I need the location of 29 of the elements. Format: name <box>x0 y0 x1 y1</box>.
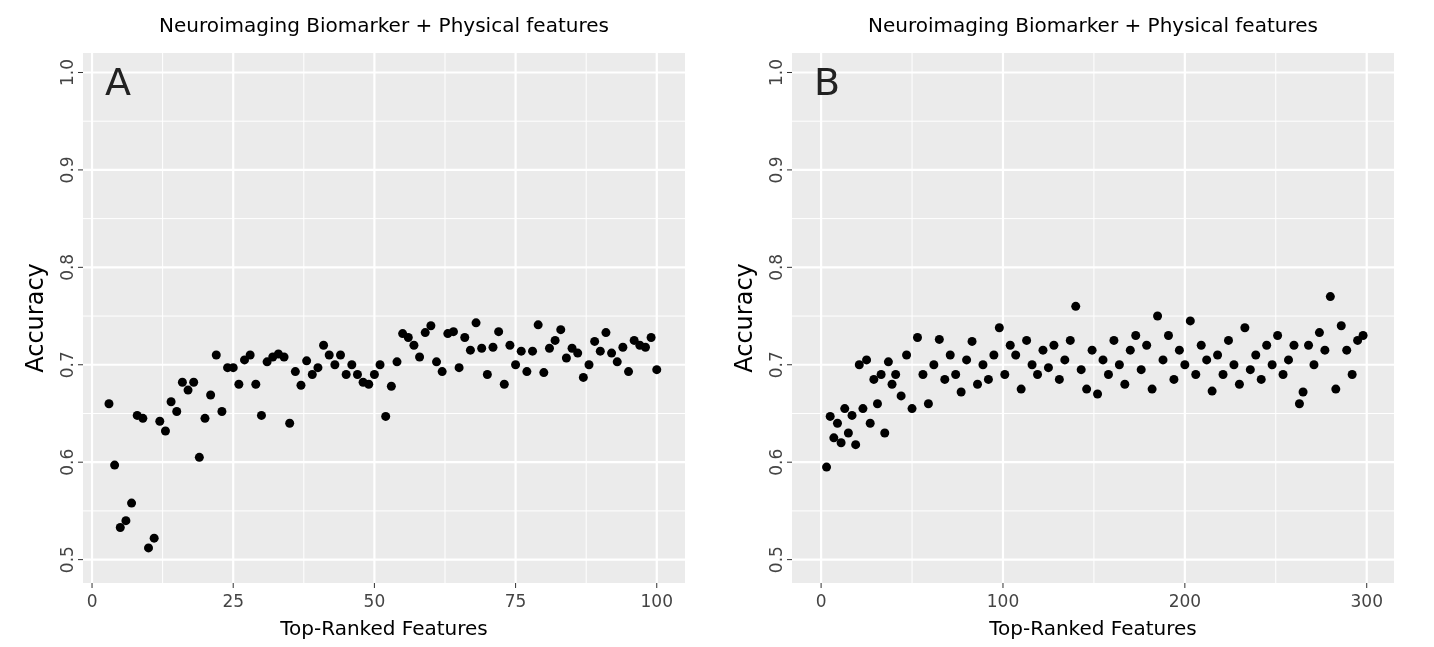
y-tick-label: 0.6 <box>766 448 786 476</box>
y-axis-title: Accuracy <box>730 263 758 373</box>
y-tick-label: 1.0 <box>766 58 786 87</box>
x-tick-label: 25 <box>222 591 245 611</box>
x-tick-label: 0 <box>86 591 98 611</box>
x-tick-label: 0 <box>815 591 827 611</box>
y-tick-label: 0.6 <box>57 448 77 476</box>
y-tick-label: 0.9 <box>57 156 77 184</box>
y-tick-label: 0.8 <box>57 253 77 281</box>
x-tick-label: 200 <box>1168 591 1202 611</box>
y-tick-label: 0.9 <box>766 156 786 184</box>
annotation: B <box>814 60 841 104</box>
x-tick-label: 300 <box>1350 591 1383 611</box>
y-tick-label: 0.7 <box>766 351 786 379</box>
y-tick-label: 1.0 <box>57 58 77 87</box>
chart-title: Neuroimaging Biomarker + Physical features <box>868 13 1318 37</box>
chart-title: Neuroimaging Biomarker + Physical features <box>159 13 609 37</box>
x-axis-title: Top-Ranked Features <box>988 616 1197 640</box>
y-tick-label: 0.5 <box>57 546 77 574</box>
y-tick-label: 0.7 <box>57 351 77 379</box>
x-tick-label: 50 <box>363 591 386 611</box>
y-tick-label: 0.8 <box>766 253 786 281</box>
annotation: A <box>105 60 131 104</box>
x-tick-label: 75 <box>504 591 527 611</box>
x-tick-label: 100 <box>640 591 673 611</box>
x-tick-label: 100 <box>986 591 1020 611</box>
x-axis-title: Top-Ranked Features <box>279 616 488 640</box>
y-axis-title: Accuracy <box>21 263 49 373</box>
y-tick-label: 0.5 <box>766 546 786 574</box>
